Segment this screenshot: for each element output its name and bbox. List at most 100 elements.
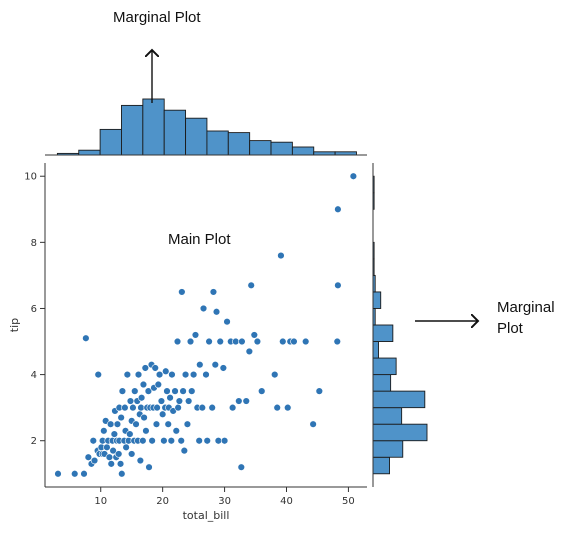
scatter-point — [271, 370, 279, 379]
right-marginal-bar — [372, 456, 390, 475]
y-tick-label: 8 — [31, 238, 37, 249]
annotation-main-plot: Main Plot — [168, 231, 231, 248]
top-marginal-bar — [163, 109, 187, 156]
x-tick-label: 20 — [156, 496, 169, 507]
scatter-point — [223, 317, 231, 326]
scatter-point — [123, 370, 132, 379]
scatter-point — [126, 430, 134, 438]
top-marginal-bar — [227, 132, 251, 156]
top-marginal-bar — [185, 117, 208, 156]
top-marginal-bar — [142, 98, 165, 156]
scatter-point — [238, 337, 246, 346]
scatter-point — [216, 337, 224, 346]
scatter-point — [273, 403, 281, 412]
scatter-point — [334, 205, 342, 213]
scatter-point — [160, 437, 168, 445]
scatter-point — [195, 437, 203, 445]
scatter-point — [137, 403, 145, 412]
scatter-point — [174, 403, 182, 412]
scatter-point — [219, 364, 228, 372]
y-tick-label: 6 — [31, 304, 37, 315]
scatter-point — [166, 394, 174, 402]
scatter-point — [113, 420, 122, 428]
scatter-point — [301, 337, 310, 346]
scatter-point — [129, 403, 137, 412]
x-tick-label: 40 — [280, 496, 293, 507]
scatter-point — [109, 446, 117, 455]
right-marginal-bar — [372, 291, 382, 309]
scatter-point — [242, 397, 250, 405]
scatter-point — [334, 281, 342, 290]
x-tick-label: 10 — [94, 496, 107, 507]
top-marginal-bar — [99, 128, 122, 156]
scatter-point — [54, 470, 62, 478]
scatter-point — [315, 387, 324, 395]
scatter-point — [140, 413, 148, 422]
scatter-point — [167, 437, 176, 445]
scatter-point — [117, 413, 125, 422]
scatter-point — [173, 337, 182, 346]
scatter-point — [208, 403, 216, 412]
scatter-point — [80, 470, 88, 478]
x-ticks: 10 20 30 40 50 — [94, 487, 355, 507]
x-axis-label: total_bill — [183, 509, 230, 522]
scatter-point — [82, 334, 90, 342]
x-tick-label: 50 — [342, 496, 355, 507]
scatter-point — [154, 380, 163, 389]
scatter-point — [84, 453, 93, 461]
scatter-point — [94, 370, 102, 379]
scatter-point — [121, 403, 129, 412]
scatter-point — [158, 410, 167, 418]
scatter-point — [199, 304, 208, 313]
scatter-point — [183, 420, 192, 428]
x-tick-label: 30 — [218, 496, 231, 507]
scatter-point — [151, 364, 159, 372]
y-tick-label: 2 — [31, 436, 37, 447]
scatter-point — [100, 427, 108, 435]
scatter-point — [333, 337, 341, 346]
scatter-points — [54, 172, 358, 478]
top-marginal-bar — [121, 104, 144, 156]
scatter-point — [162, 367, 170, 375]
scatter-point — [139, 437, 147, 445]
scatter-point — [155, 370, 164, 379]
scatter-point — [235, 397, 243, 405]
top-marginal-bar — [249, 140, 272, 156]
scatter-point — [116, 460, 125, 468]
right-marginal-bar — [372, 324, 394, 342]
scatter-point — [290, 337, 298, 346]
scatter-point — [157, 397, 166, 405]
annotation-top-marginal: Marginal Plot — [113, 9, 201, 26]
top-marginal-bar — [206, 130, 229, 156]
scatter-point — [118, 387, 127, 395]
scatter-point — [152, 420, 161, 428]
annotation-right-marginal-line2: Plot — [497, 320, 524, 337]
scatter-point — [137, 394, 146, 402]
scatter-point — [196, 360, 204, 369]
scatter-point — [214, 437, 223, 445]
scatter-point — [349, 172, 358, 180]
scatter-point — [205, 337, 213, 346]
scatter-point — [250, 331, 259, 339]
scatter-point — [103, 443, 111, 452]
scatter-point — [89, 437, 98, 445]
scatter-point — [211, 360, 219, 369]
scatter-point — [245, 347, 254, 356]
scatter-point — [131, 387, 139, 395]
right-marginal-histogram — [372, 175, 428, 475]
scatter-point — [122, 443, 130, 452]
scatter-point — [144, 387, 153, 395]
scatter-point — [134, 370, 143, 379]
scatter-point — [145, 463, 153, 471]
scatter-point — [141, 364, 150, 372]
y-tick-label: 4 — [31, 370, 37, 381]
scatter-point — [184, 397, 193, 405]
scatter-point — [179, 387, 187, 395]
scatter-point — [136, 456, 145, 465]
scatter-point — [71, 470, 79, 478]
scatter-point — [180, 446, 189, 455]
scatter-point — [309, 420, 317, 428]
annotation-right-marginal-line1: Marginal — [497, 299, 555, 316]
scatter-point — [228, 403, 237, 412]
scatter-point — [203, 437, 211, 445]
